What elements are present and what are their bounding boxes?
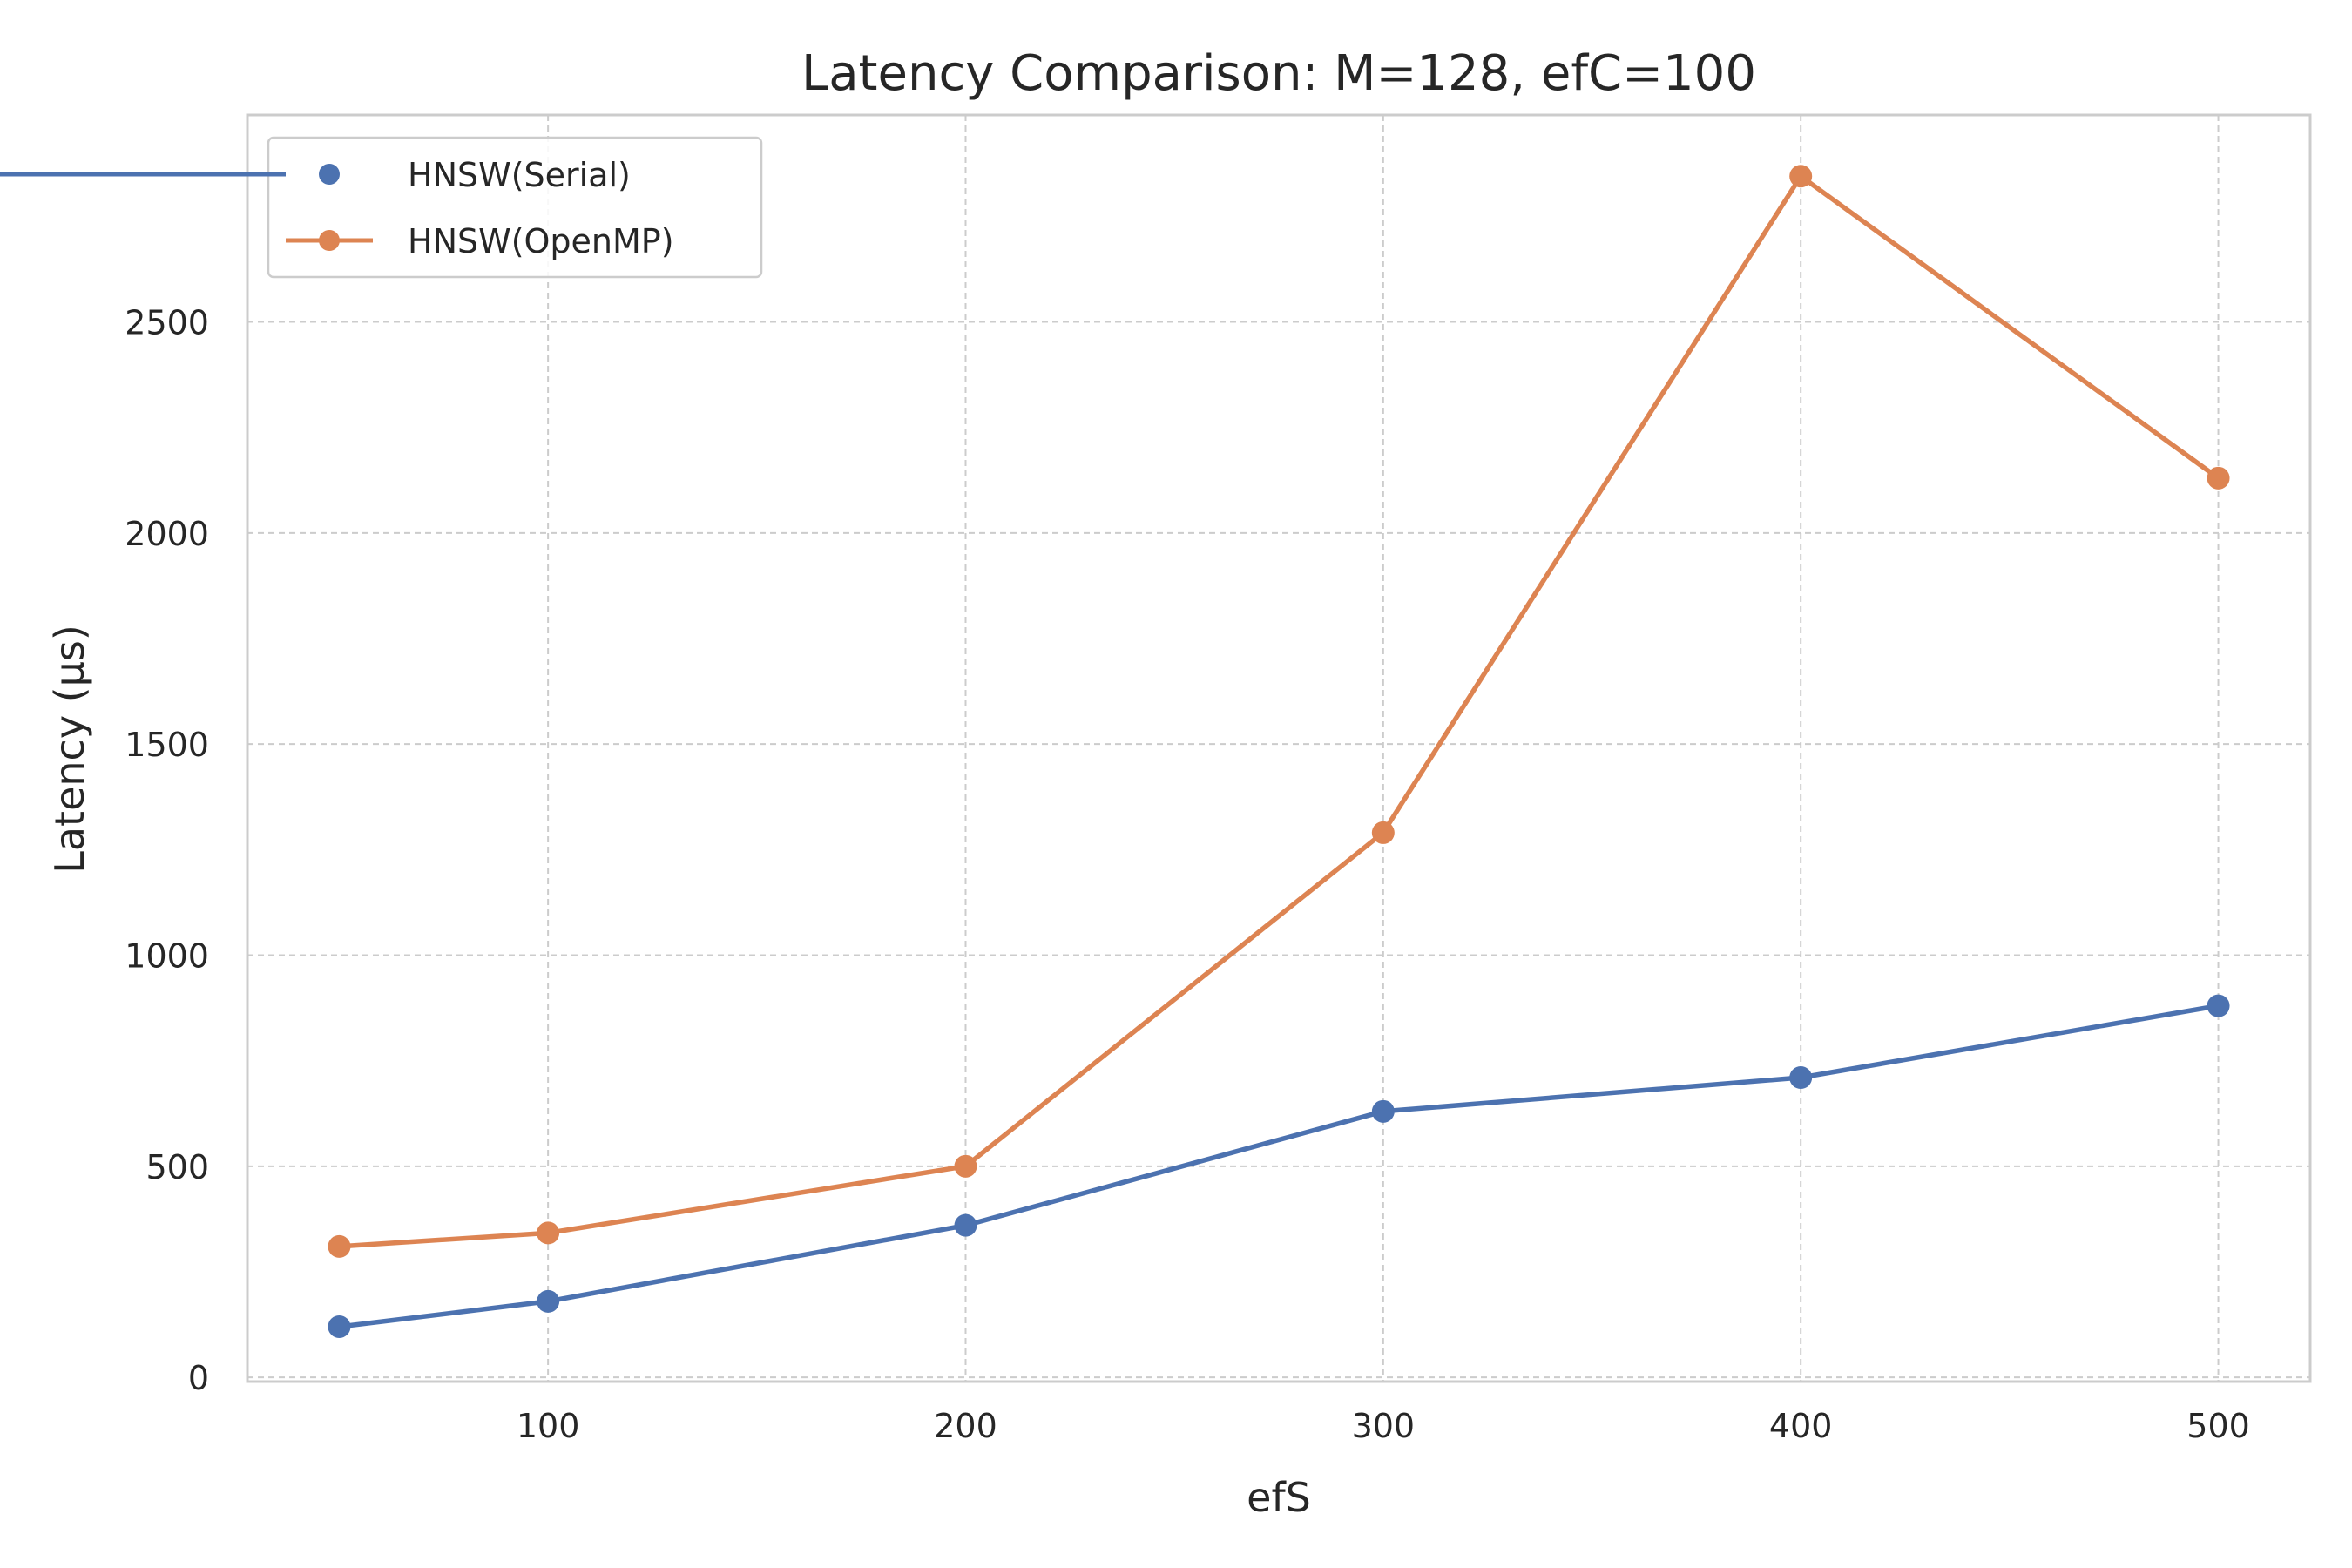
legend-marker-serial	[319, 164, 340, 185]
data-point-hnsw-serial-400	[1789, 1066, 1813, 1090]
x-axis-label: efS	[1247, 1474, 1311, 1521]
series-hnsw-openmp	[328, 165, 2230, 1258]
series-line-hnsw-serial	[336, 1003, 2221, 1329]
data-point-hnsw-serial-300	[1371, 1099, 1395, 1123]
data-point-hnsw-openmp-200	[954, 1154, 977, 1178]
legend-label-serial: HNSW(Serial)	[408, 156, 631, 194]
series-layer	[328, 165, 2230, 1338]
y-axis-label: Latency (μs)	[46, 625, 93, 874]
data-point-hnsw-serial-50	[328, 1315, 351, 1338]
data-point-hnsw-openmp-100	[537, 1221, 560, 1245]
x-tick-label-100: 100	[517, 1407, 580, 1445]
y-tick-label-2000: 2000	[125, 515, 209, 553]
grid	[247, 115, 2310, 1382]
legend-box	[267, 136, 763, 279]
data-point-hnsw-serial-200	[954, 1213, 977, 1237]
data-point-hnsw-openmp-50	[328, 1234, 351, 1258]
y-tick-label-1000: 1000	[125, 936, 209, 975]
data-point-hnsw-openmp-300	[1371, 821, 1395, 844]
y-tick-label-1500: 1500	[125, 726, 209, 764]
x-tick-label-500: 500	[2186, 1407, 2250, 1445]
legend-marker-openmp	[319, 230, 340, 251]
x-tick-label-400: 400	[1769, 1407, 1833, 1445]
x-tick-label-200: 200	[934, 1407, 997, 1445]
legend-label-openmp: HNSW(OpenMP)	[408, 222, 674, 260]
y-tick-label-0: 0	[188, 1359, 209, 1397]
legend: HNSW(Serial) HNSW(OpenMP)	[0, 136, 763, 279]
series-line-hnsw-openmp	[336, 173, 2221, 1249]
y-tick-label-2500: 2500	[125, 303, 209, 341]
plot-frame	[246, 113, 2312, 1383]
data-point-hnsw-serial-500	[2207, 994, 2230, 1017]
x-tick-label-300: 300	[1352, 1407, 1416, 1445]
chart-title: Latency Comparison: M=128, efC=100	[801, 45, 1756, 102]
data-point-hnsw-serial-100	[537, 1289, 560, 1313]
series-hnsw-serial	[328, 994, 2230, 1338]
data-point-hnsw-openmp-400	[1789, 165, 1813, 188]
y-tick-label-500: 500	[145, 1148, 209, 1186]
tick-labels: 100 200 300 400 500 0 500 1000 1500 2000 2500	[125, 303, 2250, 1445]
data-point-hnsw-openmp-500	[2207, 466, 2230, 490]
